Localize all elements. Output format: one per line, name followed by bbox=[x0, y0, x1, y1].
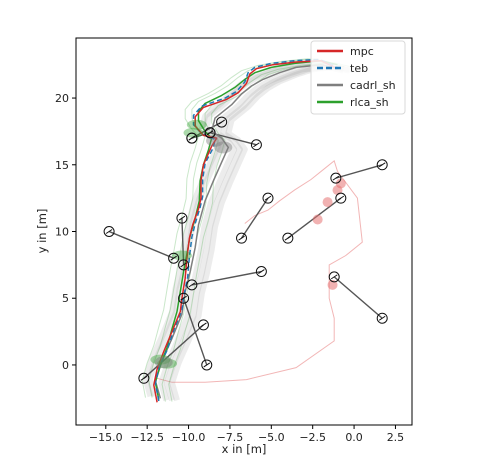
obstacle-path-5 bbox=[191, 270, 262, 286]
red-agent-3 bbox=[335, 178, 346, 189]
x-tick-label-7: 2.5 bbox=[387, 431, 405, 444]
obstacle-marker-6-1 bbox=[201, 359, 213, 371]
rlca_sh-faint-run-0 bbox=[161, 62, 345, 402]
obstacle-path-0 bbox=[191, 121, 222, 139]
rlca-agent-cluster-2 bbox=[171, 250, 192, 261]
obstacle-heading-9-1 bbox=[337, 195, 345, 201]
obstacle-marker-3-1 bbox=[168, 252, 180, 264]
y-tick-label-2: 10 bbox=[55, 226, 69, 239]
x-tick-label-6: 0.0 bbox=[345, 431, 363, 444]
obstacle-marker-2-0 bbox=[204, 127, 216, 139]
obstacle-marker-4-0 bbox=[176, 212, 188, 224]
cadrl-agent-cluster-1 bbox=[214, 141, 233, 154]
axis-ticks: −15.0 −12.5 −10.0 −7.5 −5.0 −2.5 0.0 2.5 0 5 10 15 2… bbox=[55, 92, 404, 444]
obstacle-marker-3-0 bbox=[103, 226, 115, 237]
rlca_sh-faint-run-1 bbox=[148, 58, 332, 398]
x-tick-label-3: −7.5 bbox=[217, 431, 244, 444]
obstacle-heading-11-1 bbox=[378, 315, 386, 321]
obstacle-marker-8-1 bbox=[262, 192, 274, 204]
obstacle-heading-7-1 bbox=[140, 375, 148, 381]
obstacle-marker-2-1 bbox=[250, 139, 262, 151]
red-agent-0 bbox=[312, 214, 323, 225]
x-axis-label: x in [m] bbox=[222, 442, 267, 456]
x-tick-label-5: −2.5 bbox=[299, 431, 326, 444]
y-tick-label-0: 0 bbox=[62, 359, 69, 372]
y-tick-label-4: 20 bbox=[55, 92, 69, 105]
obstacle-heading-10-0 bbox=[332, 175, 340, 181]
obstacle-heading-3-1 bbox=[170, 255, 177, 261]
cadrl_sh-faint-run-3 bbox=[142, 59, 329, 398]
obstacle-heading-7-0 bbox=[200, 322, 207, 328]
legend-label-teb: teb bbox=[350, 62, 368, 75]
obstacle-marker-10-1 bbox=[376, 159, 388, 171]
obstacle-heading-9-0 bbox=[284, 235, 292, 241]
x-tick-label-0: −15.0 bbox=[89, 431, 123, 444]
obstacle-heading-0-0 bbox=[218, 119, 225, 125]
obstacle-marker-7-0 bbox=[197, 319, 209, 331]
background-path bbox=[156, 159, 363, 383]
legend-label-mpc: mpc bbox=[350, 45, 374, 58]
legend-label-cadrl-sh: cadrl_sh bbox=[350, 79, 396, 92]
cadrl_sh-faint-run-0 bbox=[158, 63, 345, 402]
red-agent-4 bbox=[327, 279, 338, 290]
x-tick-label-2: −10.0 bbox=[172, 431, 206, 444]
obstacle-marker-6-0 bbox=[178, 292, 190, 304]
obstacle-marker-11-0 bbox=[328, 271, 340, 283]
obstacle-heading-10-1 bbox=[378, 162, 386, 168]
series-line-cadrl-sh bbox=[154, 63, 338, 399]
obstacle-heading-11-0 bbox=[330, 274, 338, 280]
x-tick-label-1: −12.5 bbox=[130, 431, 164, 444]
cadrl-agent-cluster-2 bbox=[154, 356, 173, 369]
obstacle-path-3 bbox=[108, 230, 174, 259]
obstacle-heading-2-0 bbox=[206, 130, 214, 136]
cadrl_sh-faint-run-1 bbox=[146, 59, 333, 398]
legend: mpc teb cadrl_sh rlca_sh bbox=[310, 40, 406, 115]
rlca_sh-faint-run-2 bbox=[168, 62, 351, 402]
obstacle-marker-9-0 bbox=[282, 232, 294, 244]
obstacle-path-7 bbox=[143, 324, 204, 379]
obstacle-heading-5-1 bbox=[258, 269, 265, 274]
obstacle-heading-2-1 bbox=[253, 142, 260, 148]
obstacle-heading-4-1 bbox=[180, 262, 187, 268]
legend-label-rlca-sh: rlca_sh bbox=[350, 96, 389, 109]
obstacle-heading-5-0 bbox=[188, 282, 196, 288]
obstacle-marker-0-0 bbox=[216, 116, 228, 128]
y-axis-label: y in [m] bbox=[35, 209, 49, 254]
obstacle-heading-3-0 bbox=[105, 229, 113, 234]
obstacle-heading-6-0 bbox=[180, 295, 187, 301]
obstacle-heading-6-1 bbox=[203, 362, 211, 368]
obstacle-heading-1-0 bbox=[188, 135, 196, 141]
y-tick-label-1: 5 bbox=[62, 292, 69, 305]
series-line-mpc bbox=[153, 59, 338, 403]
red-agent-1 bbox=[322, 197, 333, 208]
x-tick-label-4: −5.0 bbox=[258, 431, 285, 444]
obstacle-marker-8-0 bbox=[236, 232, 248, 244]
obstacle-heading-8-1 bbox=[264, 195, 272, 201]
y-tick-label-3: 15 bbox=[55, 159, 69, 172]
plot-content bbox=[103, 58, 388, 403]
obstacle-marker-5-1 bbox=[255, 266, 267, 278]
rlca-agent-cluster-0 bbox=[183, 127, 204, 138]
obstacle-marker-11-1 bbox=[376, 312, 388, 324]
rlca_sh-faint-run-3 bbox=[141, 58, 325, 398]
rlca-agent-cluster-1 bbox=[186, 119, 207, 130]
obstacle-marker-10-0 bbox=[330, 172, 342, 184]
obstacle-path-4 bbox=[181, 218, 185, 265]
obstacle-path-8 bbox=[240, 197, 269, 239]
cadrl_sh-faint-run-4 bbox=[169, 63, 355, 402]
obstacle-marker-7-1 bbox=[138, 372, 150, 384]
rlca-agent-cluster-4 bbox=[150, 354, 171, 365]
obstacle-heading-8-0 bbox=[238, 235, 245, 241]
obstacle-heading-4-0 bbox=[178, 215, 186, 221]
obstacle-path-10 bbox=[335, 164, 383, 179]
legend-box bbox=[310, 40, 406, 115]
obstacle-path-11 bbox=[333, 276, 383, 319]
obstacle-marker-4-1 bbox=[178, 259, 190, 271]
rlca-agent-cluster-3 bbox=[157, 358, 178, 369]
series-line-teb bbox=[154, 58, 338, 402]
obstacle-marker-1-0 bbox=[186, 132, 198, 144]
obstacle-marker-5-0 bbox=[186, 279, 198, 291]
obstacle-marker-9-1 bbox=[335, 192, 347, 204]
